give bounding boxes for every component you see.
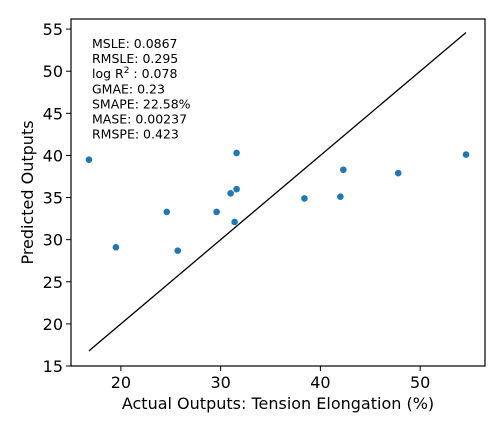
- metric-line: MASE: 0.00237: [92, 112, 187, 127]
- metric-line: log R2 : 0.078: [92, 66, 177, 81]
- metric-line: RMSLE: 0.295: [92, 51, 178, 66]
- axis-ticks: 20 30 40 50 15 20 25 30 35 40 45 50 55: [43, 20, 431, 392]
- x-axis-label: Actual Outputs: Tension Elongation (%): [122, 394, 434, 413]
- x-tick-label: 50: [410, 373, 430, 392]
- data-points: [85, 149, 470, 254]
- data-point-10: [301, 195, 308, 202]
- y-tick-label: 45: [43, 104, 63, 123]
- y-tick-label: 20: [43, 315, 63, 334]
- y-tick-label: 55: [43, 20, 63, 39]
- metric-line: RMSPE: 0.423: [92, 127, 179, 142]
- data-point-9: [233, 149, 240, 157]
- metric-line: GMAE: 0.23: [92, 81, 165, 96]
- metric-superscript: 2: [124, 66, 130, 76]
- identity-line: [88, 31, 467, 352]
- data-point-14: [462, 151, 470, 158]
- metric-suffix: : 0.078: [129, 66, 177, 81]
- data-point-1: [85, 156, 93, 163]
- data-point-6: [227, 190, 234, 197]
- x-tick-label: 40: [310, 373, 330, 392]
- y-axis-label: Predicted Outputs: [18, 120, 37, 264]
- metric-prefix: log R: [92, 66, 124, 81]
- metric-line: SMAPE: 22.58%: [92, 96, 191, 111]
- y-tick-label: 25: [43, 273, 63, 292]
- y-tick-label: 15: [43, 357, 63, 376]
- y-tick-label: 30: [43, 231, 63, 250]
- data-point-5: [213, 208, 220, 216]
- data-point-8: [233, 185, 240, 193]
- data-point-3: [163, 208, 171, 216]
- data-point-2: [112, 243, 120, 251]
- data-point-4: [174, 247, 182, 254]
- data-point-11: [337, 193, 344, 201]
- y-tick-label: 40: [43, 146, 63, 165]
- y-tick-label: 35: [43, 189, 63, 208]
- data-point-7: [231, 218, 238, 226]
- metric-line: MSLE: 0.0867: [92, 36, 178, 51]
- data-point-13: [394, 169, 402, 177]
- x-tick-label: 20: [111, 373, 131, 392]
- data-point-12: [340, 166, 347, 174]
- x-tick-label: 30: [210, 373, 230, 392]
- y-tick-label: 50: [43, 62, 63, 81]
- plot-frame: [70, 18, 486, 367]
